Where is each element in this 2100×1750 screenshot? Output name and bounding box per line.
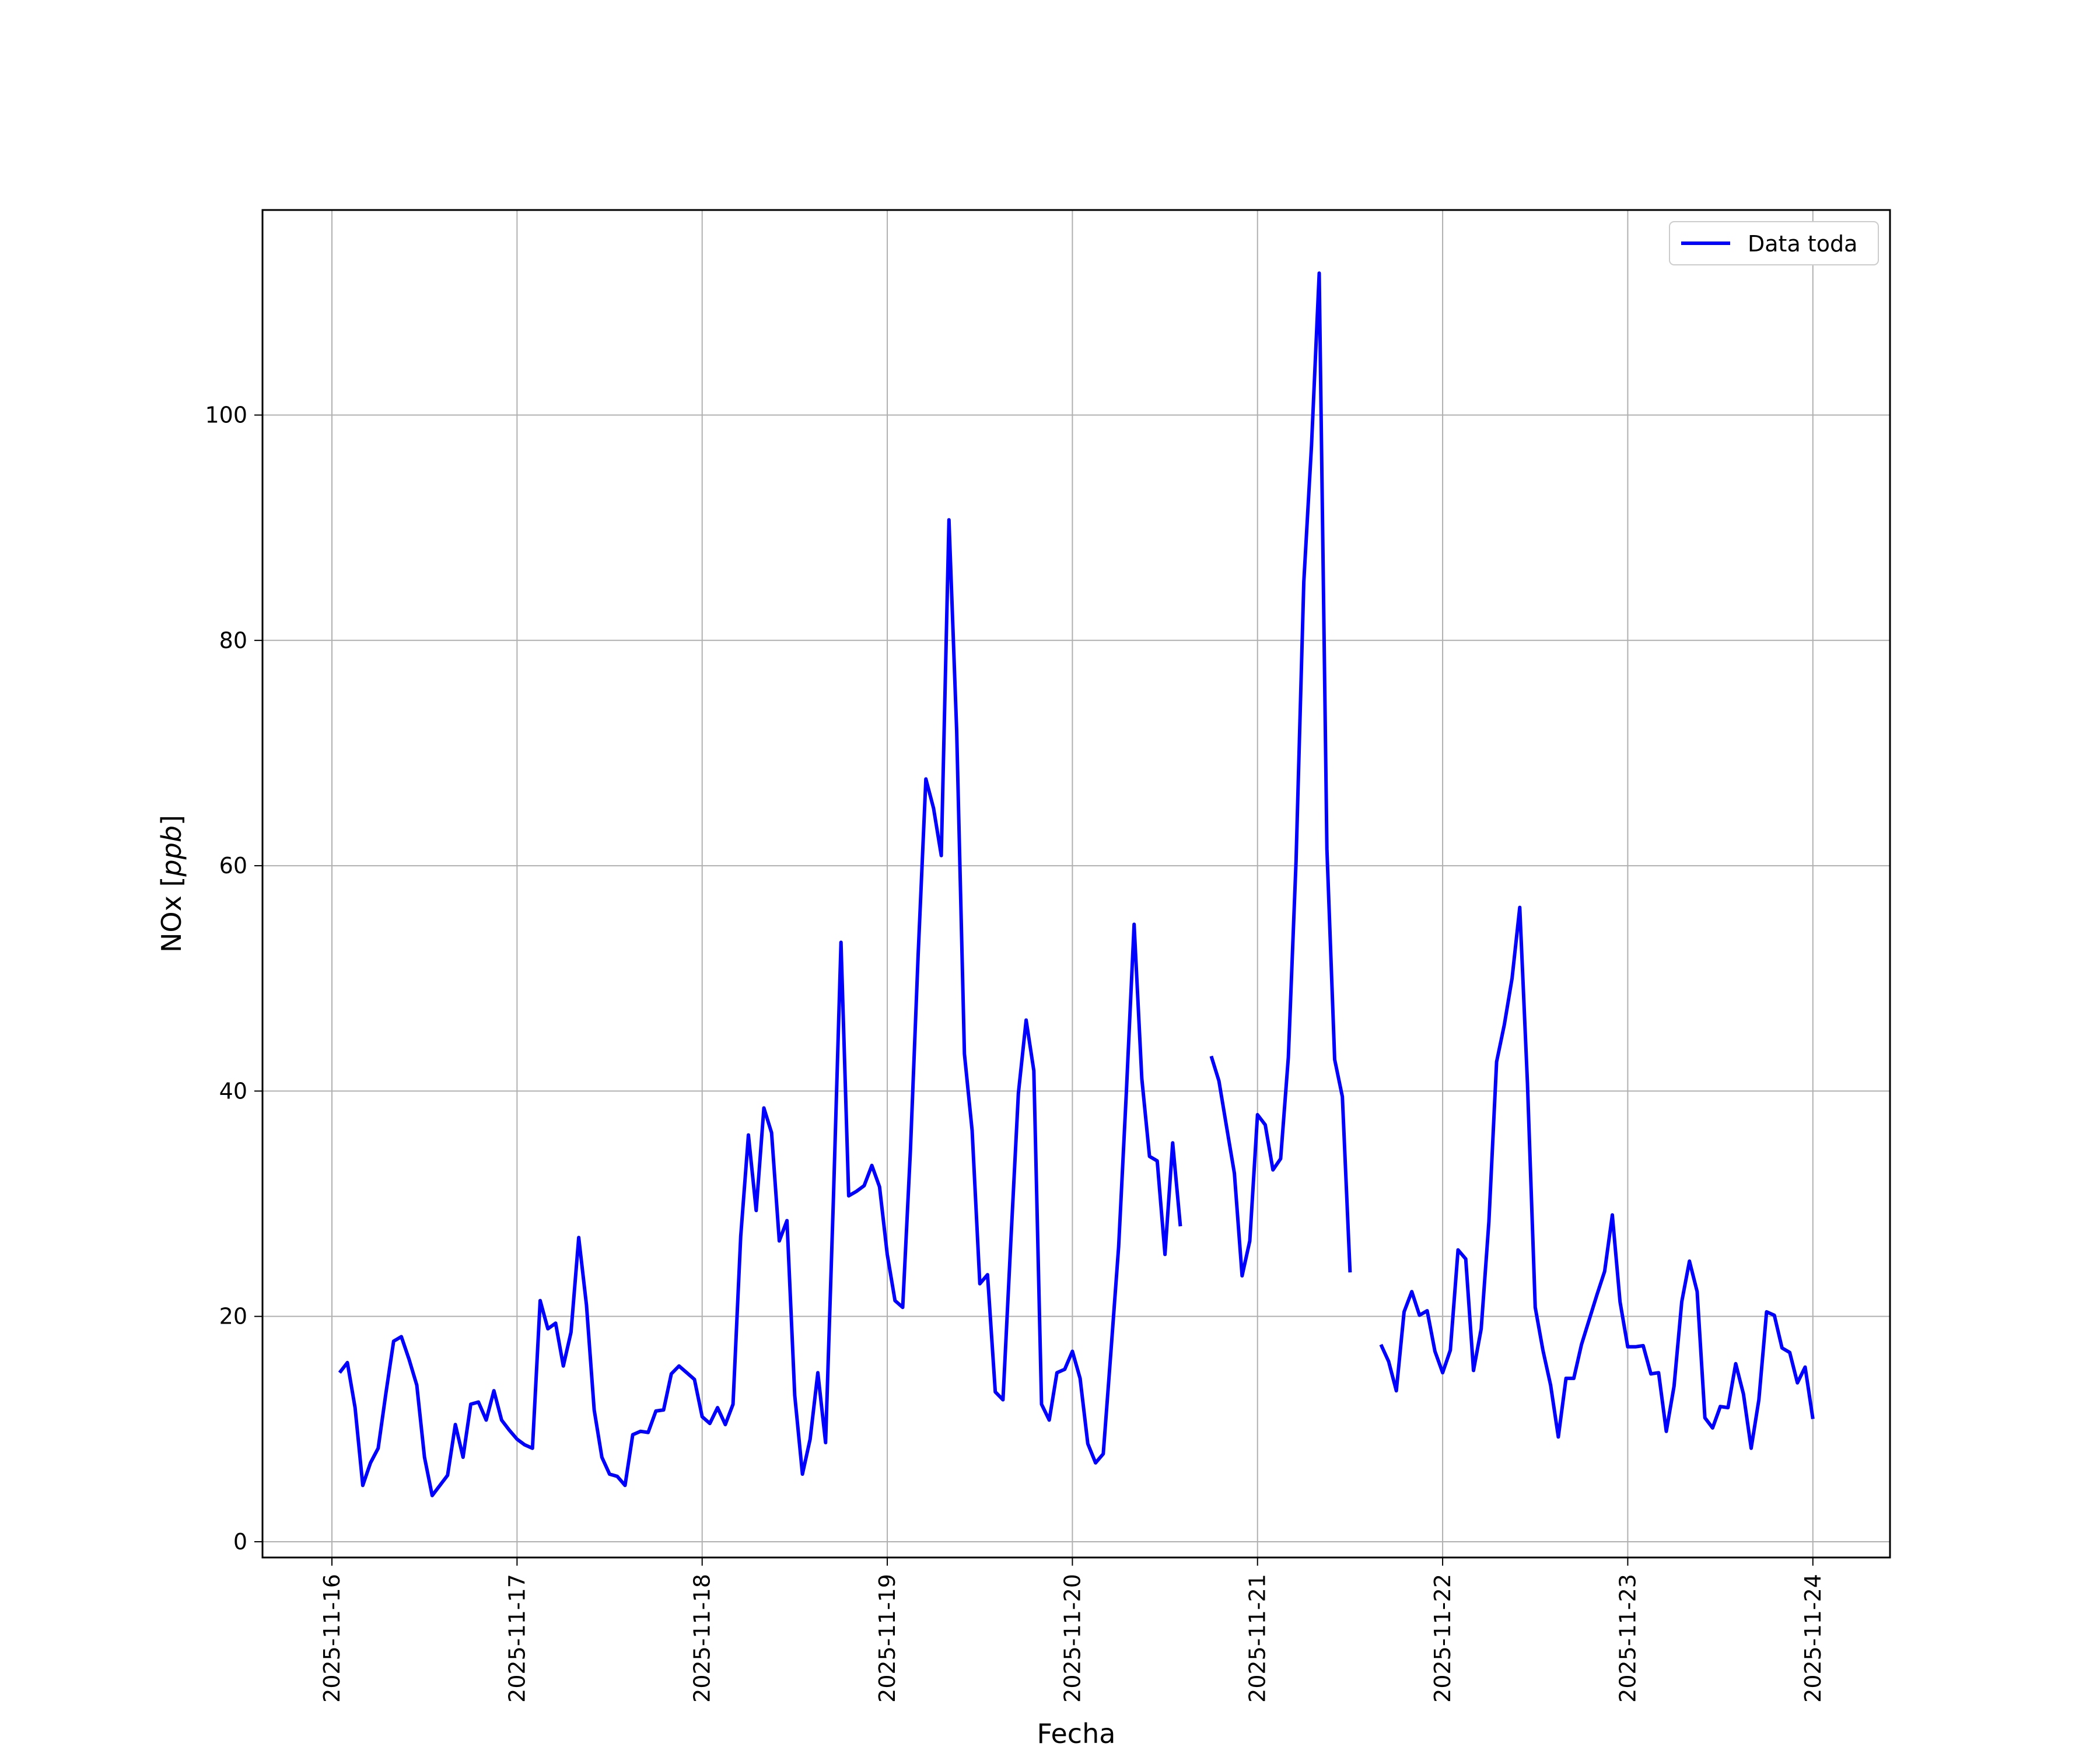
y-tick-label: 40 <box>219 1078 247 1104</box>
x-tick-label: 2025-11-20 <box>1059 1574 1085 1703</box>
x-tick-label: 2025-11-18 <box>690 1574 715 1703</box>
y-axis-label: NOx [ppb] <box>156 815 187 953</box>
y-tick-label: 100 <box>205 402 247 428</box>
series-line-segment-1 <box>338 518 1182 1497</box>
x-tick-label: 2025-11-19 <box>874 1574 900 1703</box>
y-tick-label: 80 <box>219 628 247 653</box>
y-tick-label: 0 <box>233 1529 247 1555</box>
y-axis-label-unit: ppb <box>156 825 187 877</box>
x-axis-label: Fecha <box>1037 1718 1116 1749</box>
y-axis-label-close: ] <box>156 815 187 825</box>
legend-entry-label: Data toda <box>1748 231 1857 257</box>
series-line-segment-2 <box>1209 271 1352 1278</box>
series-line-segment-3 <box>1379 905 1815 1450</box>
x-tick-label: 2025-11-17 <box>504 1574 530 1703</box>
y-tick-label: 60 <box>219 853 247 878</box>
x-tick-label: 2025-11-22 <box>1430 1574 1455 1703</box>
x-tick-label: 2025-11-16 <box>319 1574 345 1703</box>
x-tick-label: 2025-11-23 <box>1615 1574 1640 1703</box>
data-line <box>338 271 1815 1497</box>
legend-box <box>1669 221 1879 265</box>
plot-frame <box>261 209 1891 1559</box>
grid-lines <box>262 210 1890 1558</box>
x-tick-label: 2025-11-24 <box>1800 1574 1826 1703</box>
y-axis-label-name: NOx [ <box>156 877 187 953</box>
y-axis-ticks: 0 20 40 60 80 100 <box>205 402 262 1555</box>
y-tick-label: 20 <box>219 1304 247 1329</box>
legend: Data toda <box>1669 221 1879 265</box>
x-tick-label: 2025-11-21 <box>1245 1574 1270 1703</box>
x-axis-ticks: 2025-11-16 2025-11-17 2025-11-18 2025-11-19… <box>319 1558 1826 1703</box>
